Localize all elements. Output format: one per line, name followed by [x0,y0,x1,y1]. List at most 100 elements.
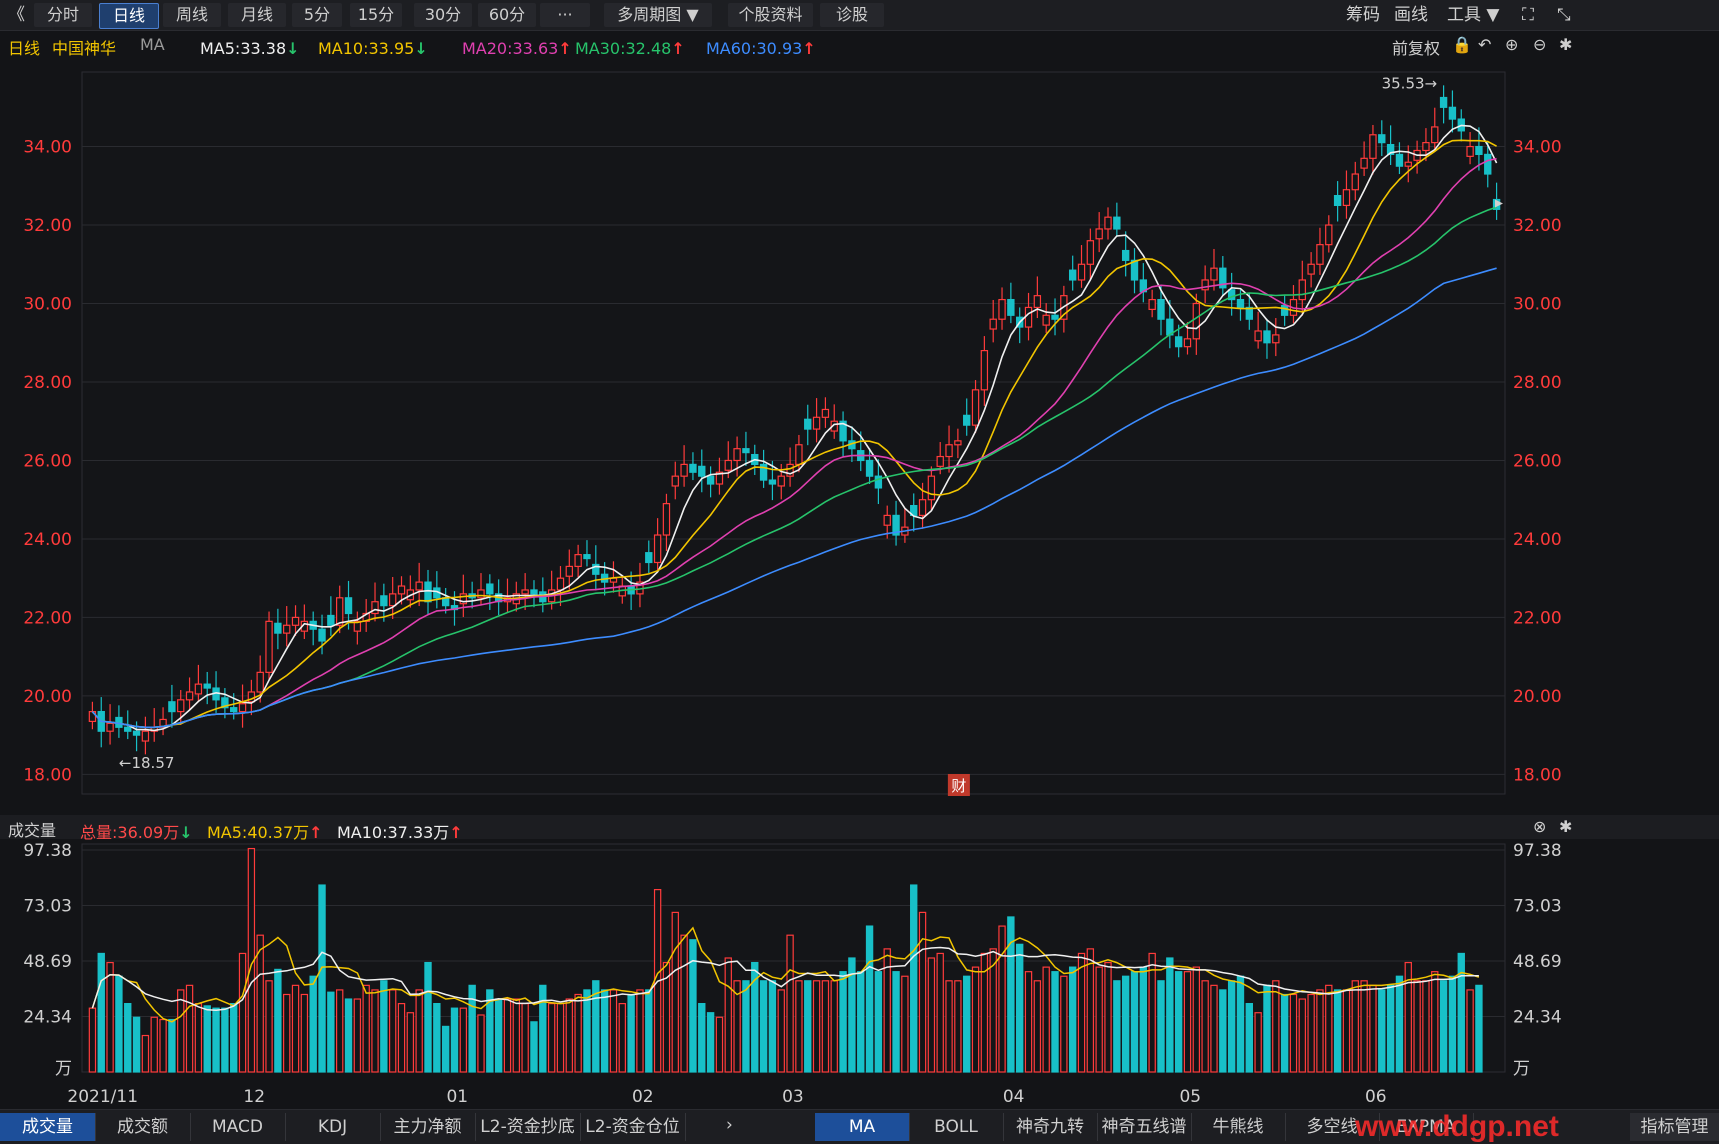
candle-body [397,585,406,595]
volume-bar [1386,984,1395,1073]
indicator-tab-4[interactable]: 主力净额 [380,1113,476,1141]
tab-weekly[interactable]: 周线 [163,3,221,27]
y-tick-label-right: 22.00 [1513,608,1562,628]
tab-daily[interactable]: 日线 [99,3,159,29]
indicator-manage-button[interactable]: 指标管理 [1630,1113,1719,1141]
price-adjust-label[interactable]: 前复权 [1392,39,1441,58]
volume-bar [424,961,432,1073]
overlay-tab-6[interactable]: EXPMA [1379,1113,1474,1141]
overlay-tab-2[interactable]: 神奇九转 [1003,1113,1098,1141]
candle-body [1227,289,1236,301]
volume-tick-right: 万 [1513,1059,1530,1079]
multi-period-button[interactable]: 多周期图 ▼ [604,3,712,27]
y-tick-label-right: 26.00 [1513,451,1562,471]
candle-body [1466,145,1474,157]
stock-profile-button[interactable]: 个股资料 [728,3,813,27]
zoom-out-icon[interactable]: ⊖ [1533,35,1547,54]
tab-intraday[interactable]: 分时 [34,3,92,27]
candle-body [1448,106,1457,120]
overlay-tab-4[interactable]: 牛熊线 [1191,1113,1286,1141]
volume-bar [477,1014,485,1073]
overlay-tab-1[interactable]: BOLL [909,1113,1004,1141]
volume-bar [1475,984,1483,1073]
volume-bar [441,1025,450,1073]
ma-line-5 [91,124,1498,732]
candle-body [1104,216,1112,230]
zoom-in-icon[interactable]: ⊕ [1505,35,1519,54]
fullscreen-icon[interactable]: ⛶ [1522,5,1534,25]
chip-distribution-button[interactable]: 筹码 [1346,5,1380,25]
draw-line-button[interactable]: 画线 [1394,5,1428,25]
indicator-tab-0[interactable]: 成交量 [0,1113,96,1141]
x-axis-label: 03 [782,1087,804,1107]
candle-body [371,601,379,615]
volume-bar [954,980,962,1073]
overlay-tab-5[interactable]: 多空线 [1285,1113,1380,1141]
indicator-tab-2[interactable]: MACD [190,1113,286,1141]
settings-icon[interactable]: ✱ [1559,35,1573,54]
volume-bar [804,980,812,1073]
volume-tick-right: 24.34 [1513,1008,1562,1028]
next-tabs-icon[interactable]: › [726,1115,733,1135]
candle-body [1245,306,1254,320]
volume-tick-left: 万 [55,1059,72,1079]
y-tick-label-left: 34.00 [23,138,72,158]
candle-body [653,534,662,564]
back-icon[interactable]: 《 [8,5,25,25]
y-tick-label-right: 30.00 [1513,295,1562,315]
volume-bar [291,984,300,1073]
volume-tick-right: 48.69 [1513,952,1562,972]
undo-icon[interactable]: ↶ [1478,35,1492,54]
volume-bar [971,966,980,1073]
volume-tick-right: 97.38 [1513,841,1562,861]
volume-bar [592,980,600,1073]
volume-bar [583,989,591,1073]
more-tabs-button[interactable]: ··· [540,3,590,27]
volume-bar [159,1018,167,1073]
candle-body [530,589,538,595]
indicator-tab-5[interactable]: L2-资金抄底 [475,1113,581,1141]
tab-monthly[interactable]: 月线 [228,3,286,27]
volume-bar [203,1005,211,1073]
tab-30min[interactable]: 30分 [414,3,472,27]
indicator-tab-6[interactable]: L2-资金仓位 [580,1113,686,1141]
tab-60min[interactable]: 60分 [478,3,536,27]
volume-bar [1166,957,1174,1073]
volume-bar [88,1007,97,1073]
y-tick-label-left: 28.00 [23,373,72,393]
volume-bar [256,934,264,1073]
collapse-icon[interactable]: ⤡ [1557,5,1571,25]
indicator-tab-1[interactable]: 成交额 [95,1113,191,1141]
tools-button[interactable]: 工具 ▼ [1447,5,1500,25]
overlay-tab-3[interactable]: 神奇五线谱 [1097,1113,1192,1141]
volume-bar [618,1003,626,1073]
lock-icon[interactable]: 🔒 [1452,35,1472,54]
candle-body [477,589,485,599]
volume-bar [715,1016,724,1073]
diagnose-button[interactable]: 诊股 [820,3,884,27]
indicator-tab-3[interactable]: KDJ [285,1113,381,1141]
candle-body [1077,263,1086,281]
volume-legend-1: MA5:40.37万↑ [207,823,323,842]
volume-bar [362,984,370,1073]
candle-body [1254,330,1262,342]
close-volume-icon[interactable]: ⊗ [1533,817,1547,836]
ma-legend-bar: 日线 中国神华 MA MA5:33.38↓ MA10:33.95↓ MA20:33.… [0,31,1719,61]
price-chart[interactable]: 34.00 34.00 32.00 32.00 30.00 30.00 28.00 28.00… [0,62,1719,804]
overlay-tab-0[interactable]: MA [815,1113,910,1141]
volume-settings-icon[interactable]: ✱ [1559,817,1573,836]
tab-5min[interactable]: 5分 [292,3,342,27]
volume-chart[interactable]: 97.38 97.38 73.03 73.03 48.69 48.69 24.34 24.34… [0,840,1719,1108]
candle-body [874,475,883,489]
candle-body [521,589,529,595]
candle-body [927,475,936,501]
tab-15min[interactable]: 15分 [350,3,402,27]
candle-body [865,459,874,477]
volume-bar [1007,916,1015,1073]
ma-legend-0: MA5:33.38↓ [200,39,300,58]
candle-body [1316,244,1324,265]
indicator-name[interactable]: MA [140,35,165,54]
volume-bar [839,971,847,1073]
volume-bar [1448,975,1457,1073]
volume-bar [1325,984,1333,1073]
